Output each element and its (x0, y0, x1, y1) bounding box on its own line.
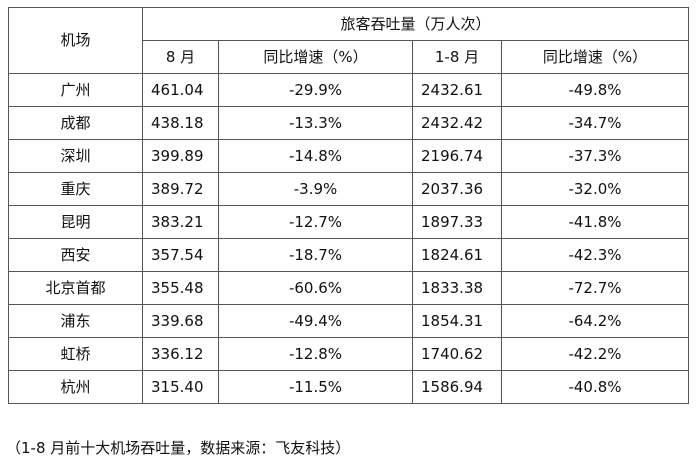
jan-aug-value-cell: 1824.61 (412, 238, 502, 272)
august-yoy-cell: -13.3% (218, 106, 413, 140)
august-value-cell: 315.40 (142, 370, 219, 404)
jan-aug-yoy-cell: -42.2% (500, 337, 690, 371)
table-row: 成都 438.18 -13.3% 2432.42 -34.7% (8, 106, 690, 140)
august-yoy-cell: -14.8% (218, 139, 413, 173)
august-yoy-cell: -11.5% (218, 370, 413, 404)
table-row: 昆明 383.21 -12.7% 1897.33 -41.8% (8, 205, 690, 239)
jan-aug-value-cell: 1586.94 (412, 370, 502, 404)
jan-aug-value-cell: 2037.36 (412, 172, 502, 206)
august-yoy-cell: -12.7% (218, 205, 413, 239)
airport-name-cell: 广州 (8, 73, 143, 107)
airport-name-cell: 成都 (8, 106, 143, 140)
august-yoy-cell: -3.9% (218, 172, 413, 206)
passenger-throughput-header: 旅客吞吐量（万人次） (141, 7, 690, 41)
jan-aug-value-cell: 1740.62 (412, 337, 502, 371)
table-row: 重庆 389.72 -3.9% 2037.36 -32.0% (8, 172, 690, 206)
jan-aug-yoy-cell: -64.2% (500, 304, 690, 338)
table-row: 虹桥 336.12 -12.8% 1740.62 -42.2% (8, 337, 690, 371)
jan-aug-value-cell: 1854.31 (412, 304, 502, 338)
table-row: 浦东 339.68 -49.4% 1854.31 -64.2% (8, 304, 690, 338)
airport-column-header: 机场 (8, 7, 143, 74)
airport-name-cell: 虹桥 (8, 337, 143, 371)
jan-aug-yoy-cell: -72.7% (500, 271, 690, 305)
source-footnote: （1-8 月前十大机场吞吐量，数据来源：飞友科技） (6, 439, 351, 457)
jan-aug-yoy-cell: -42.3% (500, 238, 690, 272)
august-yoy-cell: -18.7% (218, 238, 413, 272)
airport-name-cell: 杭州 (8, 370, 143, 404)
august-yoy-cell: -12.8% (218, 337, 413, 371)
august-value-cell: 389.72 (142, 172, 219, 206)
airport-name-cell: 重庆 (8, 172, 143, 206)
jan-aug-yoy-column-header: 同比增速（%） (500, 40, 690, 74)
august-value-cell: 461.04 (142, 73, 219, 107)
august-value-cell: 438.18 (142, 106, 219, 140)
jan-aug-value-cell: 1833.38 (412, 271, 502, 305)
jan-aug-yoy-cell: -49.8% (500, 73, 690, 107)
jan-aug-yoy-cell: -40.8% (500, 370, 690, 404)
august-value-cell: 399.89 (142, 139, 219, 173)
table-body: 广州 461.04 -29.9% 2432.61 -49.8% 成都 438.1… (8, 73, 690, 404)
august-value-cell: 383.21 (142, 205, 219, 239)
jan-aug-value-cell: 2196.74 (412, 139, 502, 173)
airport-passenger-table: 机场 旅客吞吐量（万人次） 8 月 同比增速（%） 1-8 月 同比增速（%） … (8, 7, 690, 404)
august-value-cell: 355.48 (142, 271, 219, 305)
jan-aug-value-cell: 2432.42 (412, 106, 502, 140)
august-yoy-cell: -49.4% (218, 304, 413, 338)
jan-aug-yoy-cell: -37.3% (500, 139, 690, 173)
table-row: 北京首都 355.48 -60.6% 1833.38 -72.7% (8, 271, 690, 305)
august-yoy-cell: -29.9% (218, 73, 413, 107)
jan-aug-yoy-cell: -41.8% (500, 205, 690, 239)
table-row: 西安 357.54 -18.7% 1824.61 -42.3% (8, 238, 690, 272)
august-yoy-column-header: 同比增速（%） (218, 40, 413, 74)
airport-name-cell: 北京首都 (8, 271, 143, 305)
jan-aug-yoy-cell: -34.7% (500, 106, 690, 140)
table-row: 杭州 315.40 -11.5% 1586.94 -40.8% (8, 370, 690, 404)
airport-name-cell: 深圳 (8, 139, 143, 173)
august-value-cell: 357.54 (142, 238, 219, 272)
airport-name-cell: 西安 (8, 238, 143, 272)
august-value-cell: 336.12 (142, 337, 219, 371)
august-column-header: 8 月 (142, 40, 219, 74)
august-yoy-cell: -60.6% (218, 271, 413, 305)
jan-aug-column-header: 1-8 月 (412, 40, 502, 74)
table-row: 广州 461.04 -29.9% 2432.61 -49.8% (8, 73, 690, 107)
jan-aug-yoy-cell: -32.0% (500, 172, 690, 206)
jan-aug-value-cell: 1897.33 (412, 205, 502, 239)
airport-name-cell: 浦东 (8, 304, 143, 338)
airport-name-cell: 昆明 (8, 205, 143, 239)
jan-aug-value-cell: 2432.61 (412, 73, 502, 107)
table-row: 深圳 399.89 -14.8% 2196.74 -37.3% (8, 139, 690, 173)
august-value-cell: 339.68 (142, 304, 219, 338)
